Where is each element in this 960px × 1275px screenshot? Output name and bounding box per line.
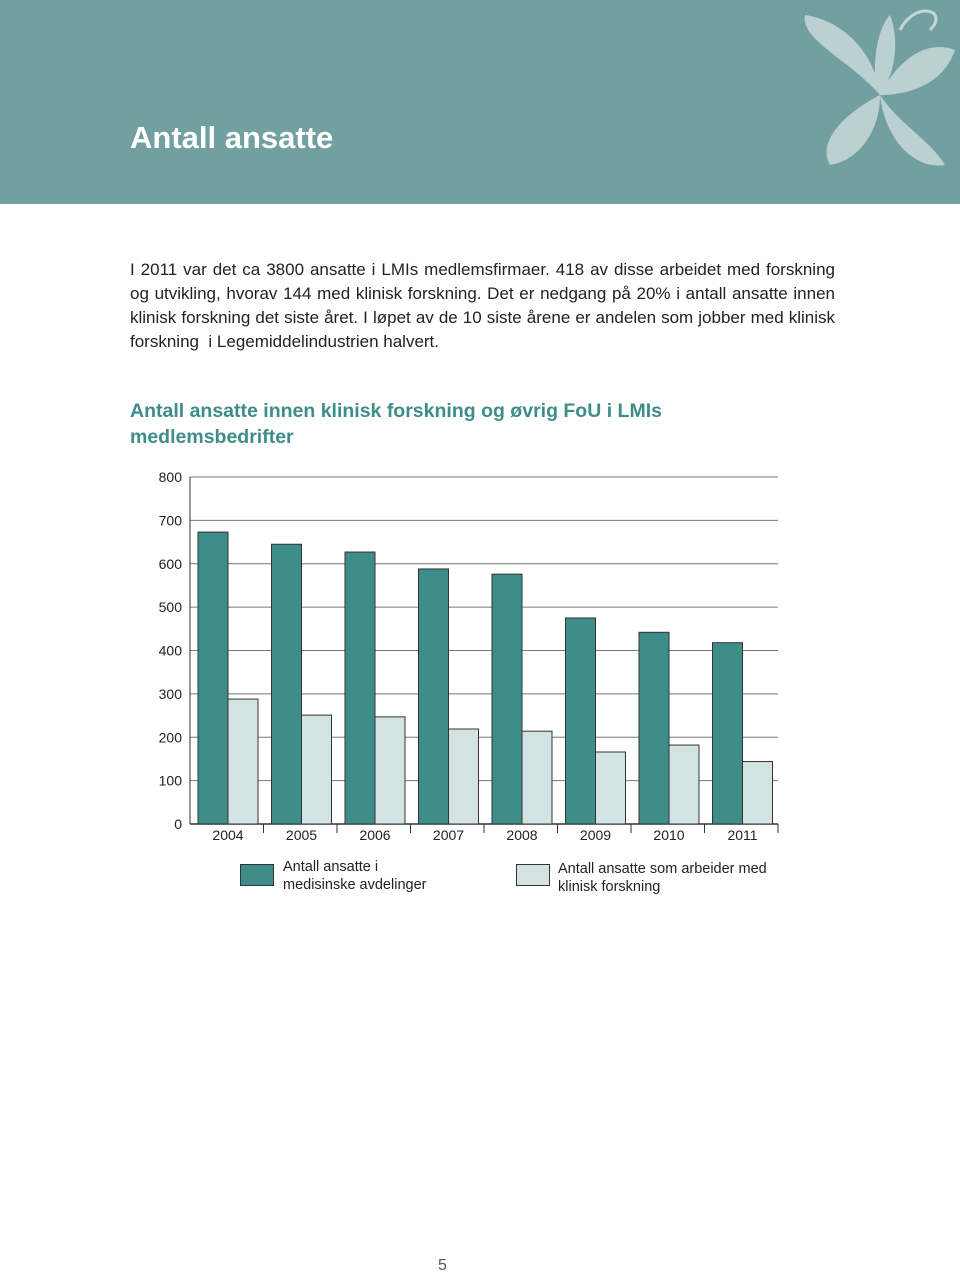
bar [668,744,700,825]
bar [565,617,596,825]
legend-label: Antall ansatte som arbeider med klinisk … [558,861,767,895]
legend-label: Antall ansatte i medisinske avdelinger [283,859,427,893]
x-tick-label: 2007 [433,827,464,843]
bar [638,631,670,825]
y-tick-label: 0 [174,816,182,832]
x-tick-label: 2010 [653,827,684,843]
bar [742,761,773,825]
y-tick-label: 500 [159,599,183,615]
chart-title: Antall ansatte innen klinisk forskning o… [130,400,662,448]
y-tick-label: 600 [159,556,183,572]
bar [521,730,553,825]
body-paragraph: I 2011 var det ca 3800 ansatte i LMIs me… [130,260,840,351]
bar [344,551,376,825]
legend-swatch [240,864,274,886]
x-tick-label: 2009 [580,827,611,843]
bar [271,543,302,825]
bar [491,573,523,825]
y-tick-label: 400 [159,643,183,659]
x-tick-label: 2005 [286,827,317,843]
y-tick-label: 100 [159,773,183,789]
y-tick-label: 800 [159,469,183,485]
x-tick-label: 2004 [212,827,243,843]
bar [301,714,332,825]
x-tick-label: 2006 [359,827,390,843]
bar [448,728,479,825]
chart: 0 100 200 300 400 500 600 700 800 2004 2005 2006 200… [159,469,779,843]
page-number: 5 [438,1257,447,1274]
page-title: Antall ansatte [130,120,334,155]
bar [418,568,449,825]
y-tick-label: 200 [159,729,183,745]
bar [197,531,229,825]
x-tick-label: 2008 [506,827,537,843]
bar [374,716,406,825]
header-band [0,0,960,204]
bar [712,642,743,825]
legend-swatch [516,864,550,886]
x-tick-label: 2011 [727,827,757,843]
bar [227,698,259,825]
bar [595,751,626,825]
y-tick-label: 300 [159,686,183,702]
leaf-ornament [804,9,955,166]
y-tick-label: 700 [159,512,183,528]
